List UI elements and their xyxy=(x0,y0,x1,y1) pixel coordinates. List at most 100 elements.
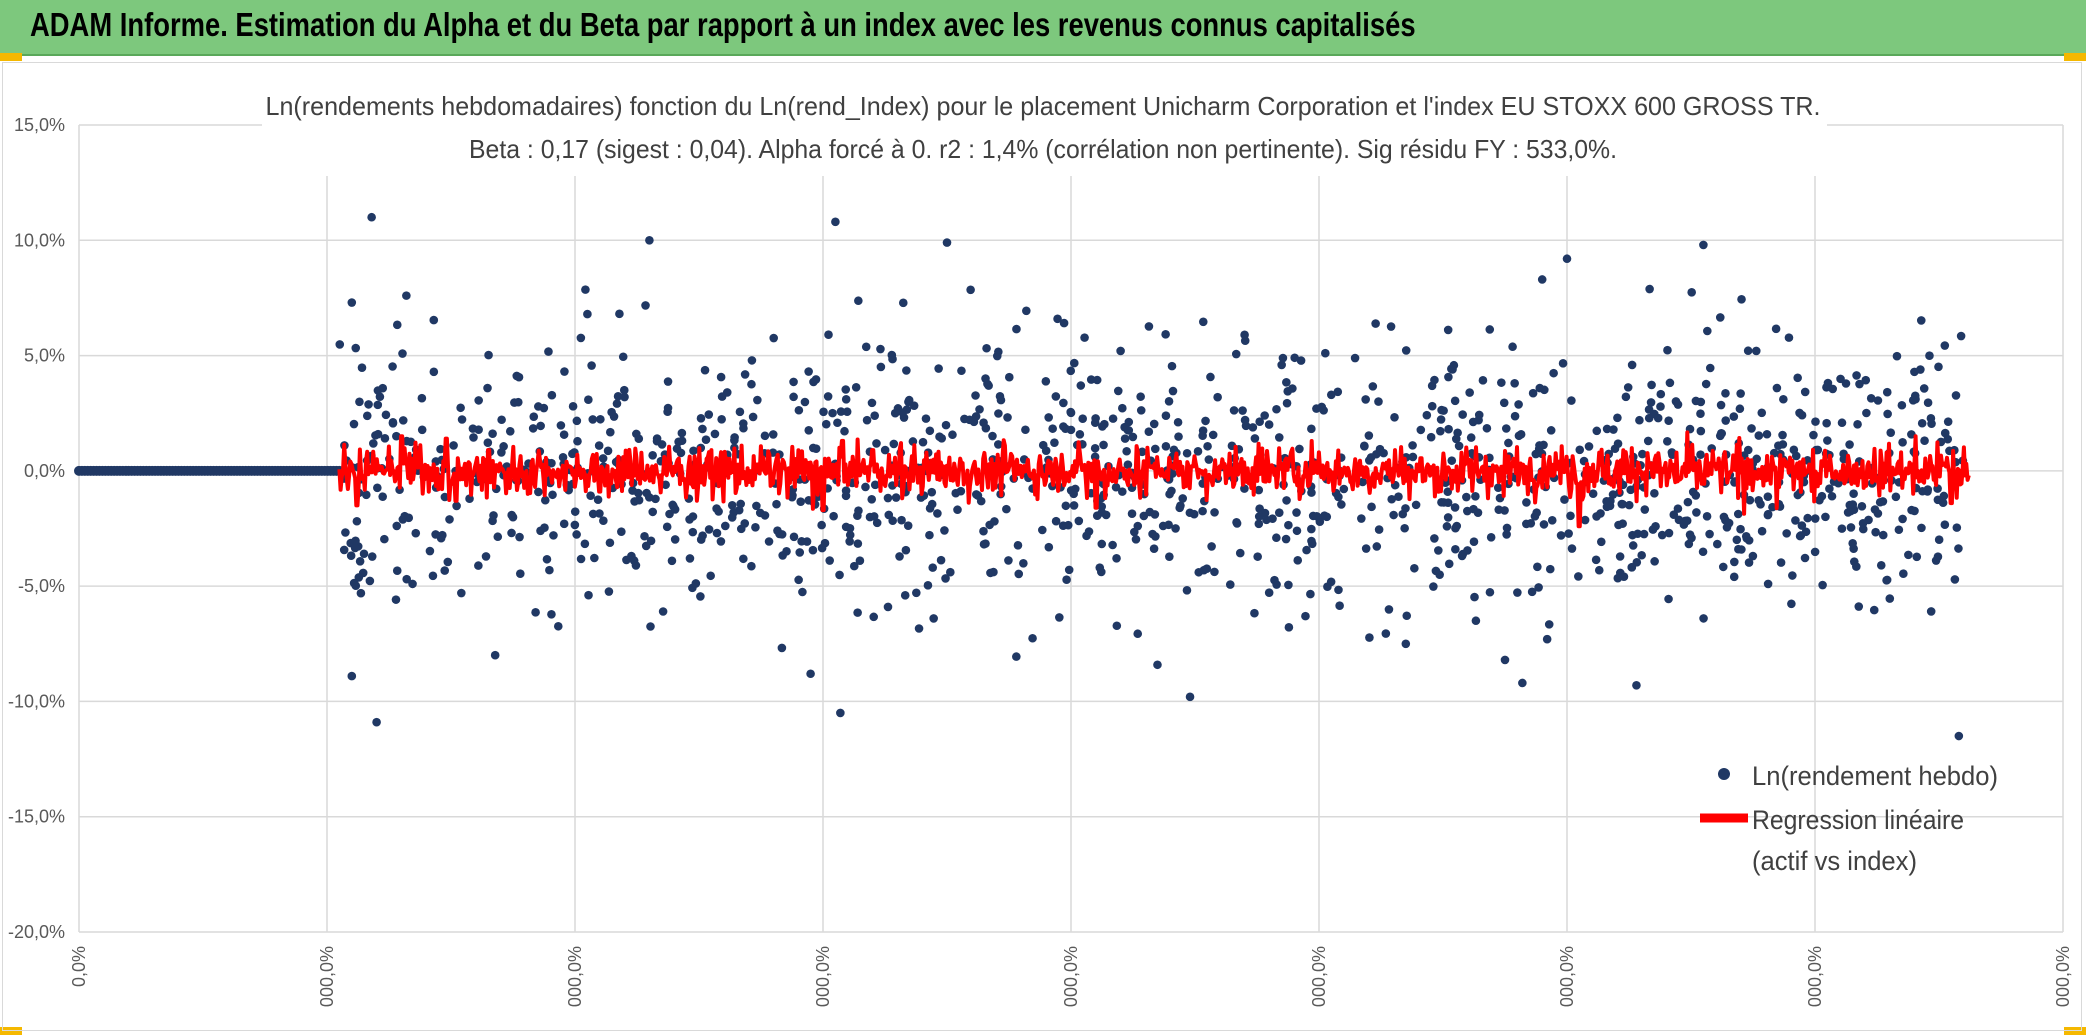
data-point xyxy=(841,395,851,404)
data-point xyxy=(1284,623,1294,632)
data-point xyxy=(1810,514,1820,523)
data-point-outlier xyxy=(402,291,411,300)
data-point xyxy=(1564,529,1573,538)
data-point xyxy=(351,343,361,353)
data-point xyxy=(612,399,622,408)
data-point xyxy=(1063,520,1073,530)
data-point xyxy=(1763,509,1773,519)
data-point xyxy=(1485,325,1495,334)
data-point-outlier xyxy=(347,671,357,681)
data-point xyxy=(1260,411,1269,420)
data-point xyxy=(646,622,655,631)
data-point xyxy=(1883,409,1892,419)
y-tick-label: 5,0% xyxy=(24,346,65,366)
data-point xyxy=(1444,372,1453,382)
data-point xyxy=(380,534,389,544)
data-point xyxy=(845,530,855,540)
data-point xyxy=(1540,385,1549,395)
data-point xyxy=(796,497,806,506)
data-point xyxy=(900,591,910,600)
data-point xyxy=(1705,529,1714,539)
data-point xyxy=(1175,503,1185,513)
data-point xyxy=(1854,602,1864,611)
data-point xyxy=(1050,438,1059,447)
data-point xyxy=(677,428,687,438)
data-point xyxy=(619,385,629,395)
data-point xyxy=(1471,492,1480,501)
data-point xyxy=(1556,531,1566,540)
y-tick-label: 15,0% xyxy=(14,115,65,135)
data-point xyxy=(1656,402,1665,411)
data-point xyxy=(1846,523,1856,532)
data-point xyxy=(1444,424,1453,434)
data-point xyxy=(795,548,805,557)
data-point xyxy=(1732,535,1742,545)
data-point xyxy=(897,515,906,525)
data-point xyxy=(1528,388,1538,398)
data-point xyxy=(755,508,765,518)
data-point xyxy=(1857,501,1867,511)
data-point xyxy=(1431,566,1441,576)
data-point xyxy=(768,430,778,439)
data-point xyxy=(1580,515,1590,525)
data-point xyxy=(1885,594,1895,603)
data-point xyxy=(1274,508,1284,517)
data-point xyxy=(760,431,770,441)
data-point xyxy=(1861,375,1871,385)
data-point xyxy=(1439,406,1448,415)
corner-marker-top-left xyxy=(0,53,22,61)
y-tick-label: -20,0% xyxy=(8,922,65,942)
data-point xyxy=(1231,349,1241,359)
data-point xyxy=(953,505,962,515)
data-point xyxy=(1161,442,1171,451)
data-point xyxy=(1080,333,1089,342)
data-point xyxy=(1422,410,1432,420)
data-point xyxy=(696,592,705,601)
data-point xyxy=(1375,444,1385,454)
data-point xyxy=(1791,516,1800,525)
data-point xyxy=(1606,496,1615,506)
data-point xyxy=(661,480,670,490)
data-point xyxy=(1210,567,1219,577)
data-point xyxy=(355,556,365,566)
data-point xyxy=(1137,447,1147,457)
data-point xyxy=(984,381,993,390)
data-point xyxy=(540,523,549,533)
data-point xyxy=(392,521,402,531)
data-point xyxy=(1821,512,1830,522)
data-point xyxy=(1427,401,1437,411)
data-point xyxy=(488,429,497,438)
data-point xyxy=(542,554,552,564)
data-point xyxy=(883,602,893,612)
data-point-outlier xyxy=(1500,655,1510,665)
data-point xyxy=(1825,484,1834,494)
data-point xyxy=(704,410,714,419)
data-point xyxy=(1940,520,1950,530)
data-point xyxy=(798,587,807,597)
data-point xyxy=(1452,521,1462,531)
data-point xyxy=(641,541,651,551)
data-point xyxy=(1897,400,1907,410)
data-point xyxy=(869,612,879,622)
data-point xyxy=(1639,529,1649,539)
data-point xyxy=(595,509,604,518)
data-point xyxy=(341,528,350,537)
data-point xyxy=(777,643,787,653)
data-point xyxy=(899,413,909,422)
data-point xyxy=(1544,620,1554,629)
data-point xyxy=(1539,520,1549,529)
data-point xyxy=(378,492,387,501)
data-point xyxy=(1474,415,1483,425)
data-point xyxy=(1254,512,1264,521)
data-point xyxy=(1306,589,1315,599)
data-point xyxy=(364,400,373,409)
data-point xyxy=(1250,434,1260,443)
data-point xyxy=(898,298,908,308)
data-point xyxy=(1493,483,1503,492)
data-point xyxy=(1021,425,1030,435)
data-point xyxy=(1864,515,1873,525)
data-point xyxy=(1566,511,1575,521)
data-point xyxy=(1145,507,1155,517)
x-tick-label: 000,0% xyxy=(565,946,585,1007)
data-point xyxy=(1444,559,1454,569)
